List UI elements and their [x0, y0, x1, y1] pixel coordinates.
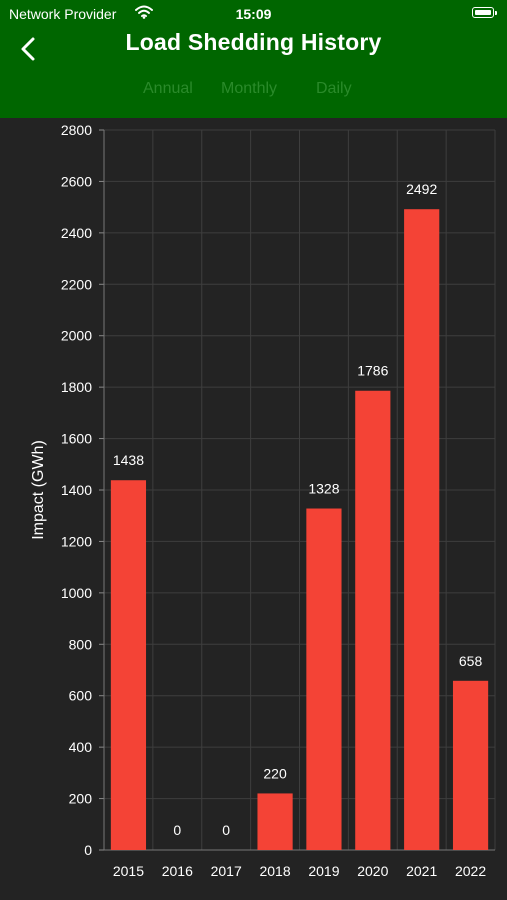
y-tick-label: 600	[69, 688, 93, 704]
battery-cap	[495, 11, 497, 15]
bar-2022	[452, 680, 489, 850]
x-tick-label: 2021	[406, 863, 437, 879]
x-tick-label: 2022	[455, 863, 486, 879]
period-tabs: Annual Monthly Daily	[0, 80, 507, 100]
wifi-icon	[135, 5, 153, 19]
bar-2019	[306, 508, 342, 850]
x-tick-label: 2017	[211, 863, 242, 879]
x-tick-label: 2020	[357, 863, 388, 879]
y-tick-label: 2200	[61, 276, 92, 292]
y-tick-label: 2000	[61, 328, 92, 344]
bar-2020	[355, 390, 391, 850]
y-tick-label: 1200	[61, 533, 92, 549]
app-header: Network Provider 15:09 Load Shedding His…	[0, 0, 507, 118]
y-tick-label: 2800	[61, 122, 92, 138]
data-label-2017: 0	[222, 822, 230, 838]
battery-icon	[472, 7, 494, 18]
status-bar: Network Provider 15:09	[0, 0, 507, 28]
bar-2015	[110, 480, 147, 850]
back-button[interactable]	[14, 33, 44, 67]
y-tick-label: 1600	[61, 431, 92, 447]
y-tick-label: 1800	[61, 379, 92, 395]
y-tick-label: 1000	[61, 585, 92, 601]
carrier-label: Network Provider	[9, 6, 117, 22]
data-label-2021: 2492	[406, 181, 437, 197]
tab-annual[interactable]: Annual	[143, 80, 193, 97]
data-label-2022: 658	[459, 653, 483, 669]
chevron-left-icon	[21, 37, 35, 61]
y-axis-title: Impact (GWh)	[30, 440, 47, 540]
bar-2021	[404, 209, 440, 850]
data-label-2018: 220	[263, 765, 287, 781]
x-tick-label: 2018	[259, 863, 290, 879]
data-label-2016: 0	[173, 822, 181, 838]
annual-impact-chart: 0 200 400 600 800 1000 1200 1400 1600 1800 2000 220…	[0, 118, 507, 900]
x-tick-label: 2019	[308, 863, 339, 879]
bar-chart: 0 200 400 600 800 1000 1200 1400 1600 1800 2000 220…	[30, 122, 496, 879]
y-tick-label: 800	[69, 636, 93, 652]
tab-daily[interactable]: Daily	[316, 80, 352, 97]
y-tick-label: 200	[69, 791, 93, 807]
data-label-2015: 1438	[113, 452, 144, 468]
y-tick-label: 400	[69, 739, 93, 755]
y-tick-label: 1400	[61, 482, 92, 498]
bar-2018	[257, 793, 293, 850]
y-tick-label: 2600	[61, 173, 92, 189]
y-tick-label: 0	[84, 842, 92, 858]
data-label-2020: 1786	[357, 363, 388, 379]
y-tick-label: 2400	[61, 225, 92, 241]
page-title: Load Shedding History	[125, 29, 382, 55]
x-tick-label: 2016	[162, 863, 193, 879]
tab-monthly[interactable]: Monthly	[221, 80, 278, 97]
status-time: 15:09	[235, 6, 272, 22]
x-tick-label: 2015	[113, 863, 144, 879]
data-label-2019: 1328	[308, 481, 339, 497]
